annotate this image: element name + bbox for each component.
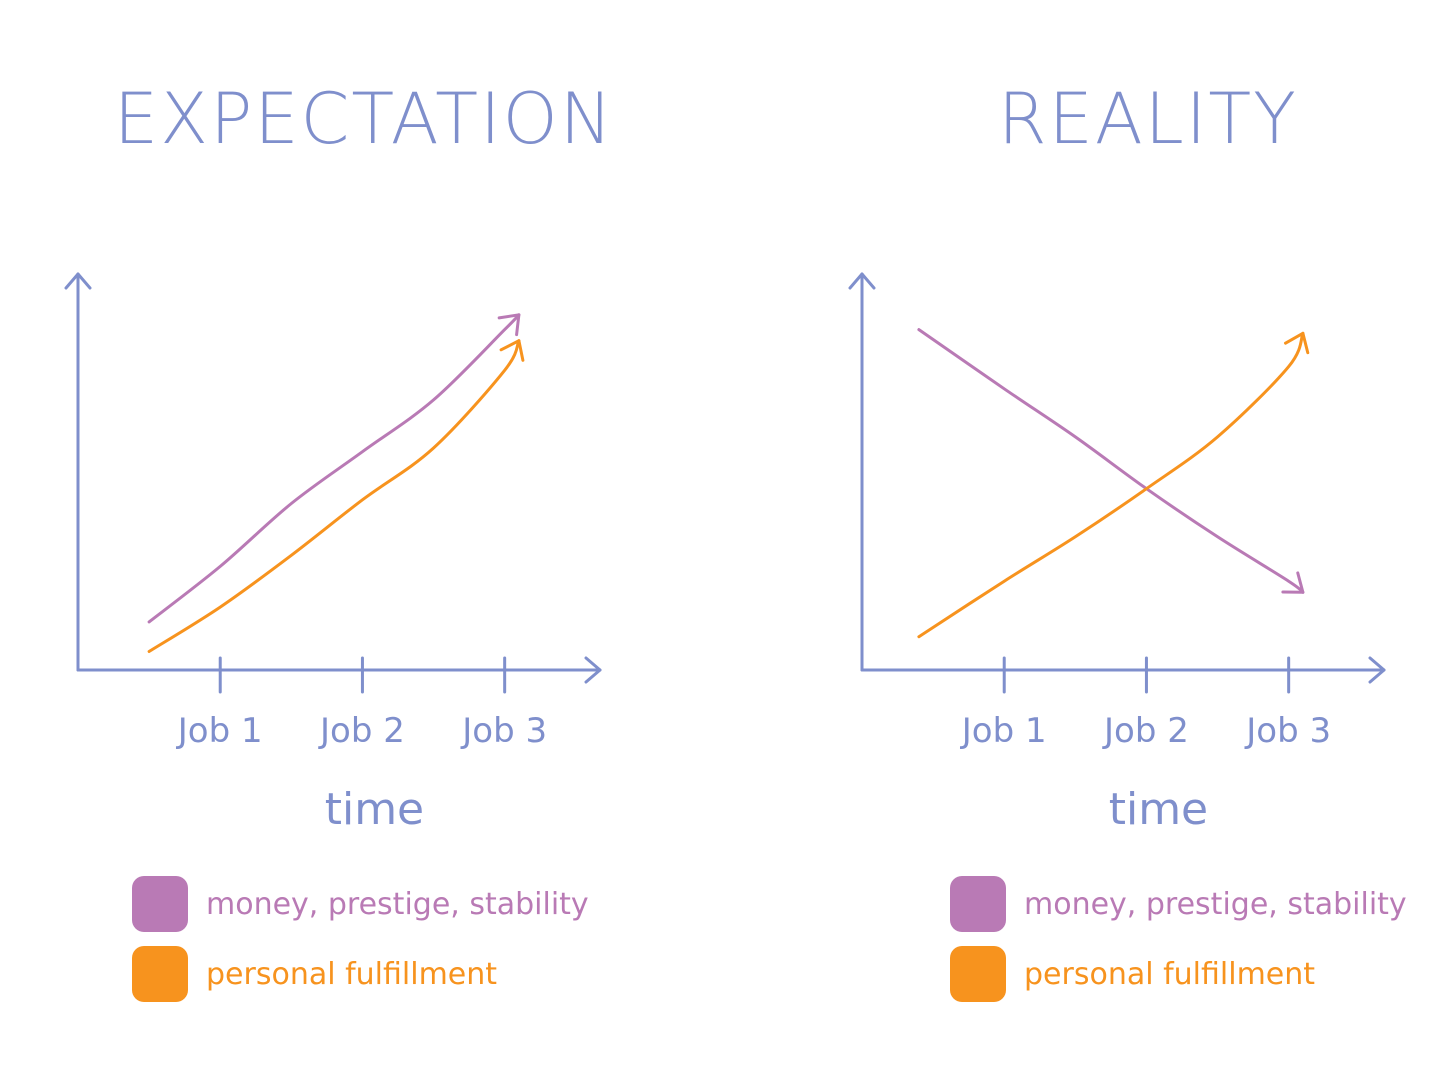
legend-item-money: money, prestige, stability	[950, 876, 1407, 932]
chart-title-reality: REALITY	[998, 78, 1298, 160]
series-line	[147, 313, 521, 624]
legend-swatch-money	[132, 876, 188, 932]
panel-expectation: EXPECTATION Job 1 Job 2 Job 3 time money, p…	[64, 78, 615, 1016]
legend-swatch-money	[950, 876, 1006, 932]
series-arrowhead	[497, 313, 521, 337]
chart-title-expectation: EXPECTATION	[113, 78, 615, 160]
x-tick-label: Job 3	[1244, 711, 1331, 751]
x-axis-arrow	[1368, 656, 1386, 684]
legend-expectation: money, prestige, stability personal fulf…	[132, 876, 589, 1016]
y-axis-arrow	[848, 272, 876, 290]
legend-item-money: money, prestige, stability	[132, 876, 589, 932]
x-tick-label: Job 2	[318, 711, 405, 751]
legend-label-fulfillment: personal fulfillment	[1024, 956, 1316, 992]
y-axis-arrow	[64, 272, 92, 290]
panel-reality: REALITY Job 1 Job 2 Job 3 time money, prest…	[784, 0, 1456, 1080]
series-arrowhead	[499, 339, 525, 362]
x-tick-label: Job 3	[460, 711, 547, 751]
series-arrowhead	[1281, 571, 1305, 594]
x-axis-title: time	[1109, 784, 1208, 835]
legend-swatch-fulfillment	[132, 946, 188, 1002]
legend-label-money: money, prestige, stability	[206, 886, 589, 922]
x-tick-label: Job 1	[960, 711, 1047, 751]
chart-reality: Job 1 Job 2 Job 3 time	[848, 272, 1386, 835]
x-axis-title: time	[325, 784, 424, 835]
legend-label-fulfillment: personal fulfillment	[206, 956, 498, 992]
series-line	[917, 331, 1305, 639]
legend-reality: money, prestige, stability personal fulf…	[950, 876, 1407, 1016]
legend-swatch-fulfillment	[950, 946, 1006, 1002]
x-axis-arrow	[584, 656, 602, 684]
series-line	[917, 328, 1305, 594]
legend-item-fulfillment: personal fulfillment	[132, 946, 589, 1002]
legend-label-money: money, prestige, stability	[1024, 886, 1407, 922]
series-arrowhead	[1284, 331, 1310, 355]
legend-item-fulfillment: personal fulfillment	[950, 946, 1407, 1002]
chart-expectation: Job 1 Job 2 Job 3 time	[64, 272, 602, 835]
x-tick-label: Job 1	[176, 711, 263, 751]
x-tick-label: Job 2	[1102, 711, 1189, 751]
series-line	[147, 339, 521, 653]
